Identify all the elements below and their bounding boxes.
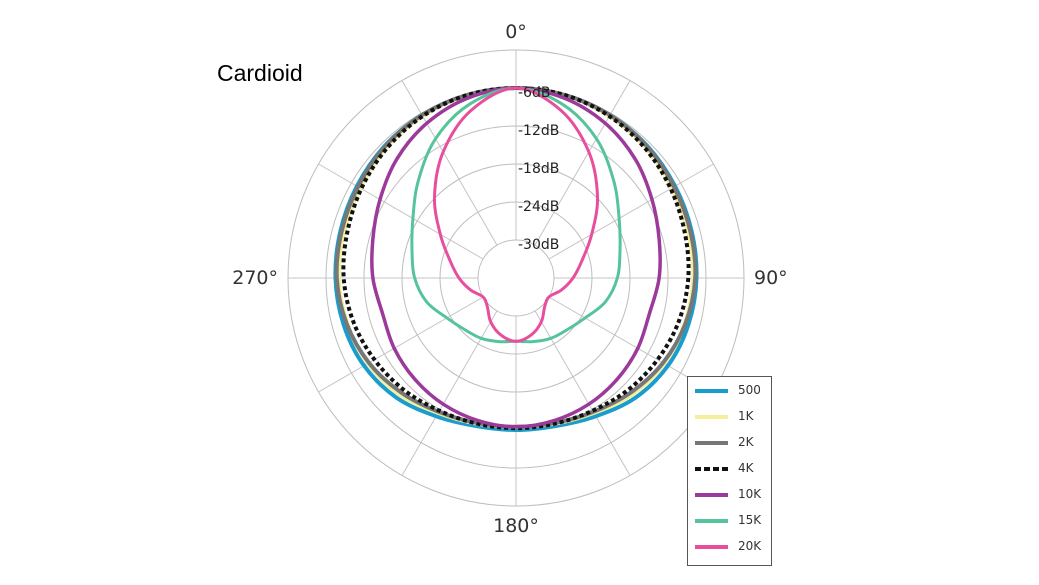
- radial-label: -12dB: [518, 123, 559, 139]
- legend-label: 1K: [738, 409, 754, 423]
- legend-swatch: [695, 441, 728, 445]
- angle-label-90: 90°: [754, 267, 788, 289]
- legend-item: 1K: [688, 407, 773, 427]
- polar-curves: [333, 86, 699, 432]
- legend-item: 20K: [688, 537, 773, 557]
- grid-spoke: [548, 296, 714, 393]
- grid-spoke: [318, 163, 484, 260]
- angle-label-0: 0°: [505, 21, 527, 43]
- legend-label: 4K: [738, 461, 754, 475]
- chart-title: Cardioid: [217, 60, 303, 86]
- legend-item: 10K: [688, 485, 773, 505]
- legend-swatch: [695, 467, 728, 471]
- series-20k-curve: [432, 86, 600, 343]
- radial-label: -18dB: [518, 161, 559, 177]
- legend-item: 4K: [688, 459, 773, 479]
- grid-spoke: [534, 80, 631, 246]
- legend-label: 10K: [738, 487, 762, 501]
- grid-spoke: [548, 163, 714, 260]
- legend-swatch: [695, 493, 728, 497]
- polar-grid: [287, 49, 745, 507]
- legend-swatch: [695, 415, 728, 419]
- angle-label-270: 270°: [232, 267, 278, 289]
- radial-label: -6dB: [518, 85, 550, 101]
- legend-label: 15K: [738, 513, 762, 527]
- chart-legend: 500 1K 2K 4K 10K 15K 20K: [687, 376, 772, 566]
- series-10k-curve: [370, 86, 662, 429]
- legend-swatch: [695, 545, 728, 549]
- legend-item: 500: [688, 381, 773, 401]
- polar-labels: -6dB -12dB -18dB -24dB -30dB 0° 90° 180° 270°: [232, 21, 787, 537]
- grid-spoke: [401, 80, 498, 246]
- radial-label: -30dB: [518, 237, 559, 253]
- legend-label: 500: [738, 383, 761, 397]
- angle-label-180: 180°: [493, 515, 539, 537]
- legend-item: 15K: [688, 511, 773, 531]
- legend-swatch: [695, 519, 728, 523]
- legend-item: 2K: [688, 433, 773, 453]
- grid-spoke: [318, 296, 484, 393]
- legend-swatch: [695, 389, 728, 393]
- legend-label: 2K: [738, 435, 754, 449]
- radial-label: -24dB: [518, 199, 559, 215]
- legend-label: 20K: [738, 539, 762, 553]
